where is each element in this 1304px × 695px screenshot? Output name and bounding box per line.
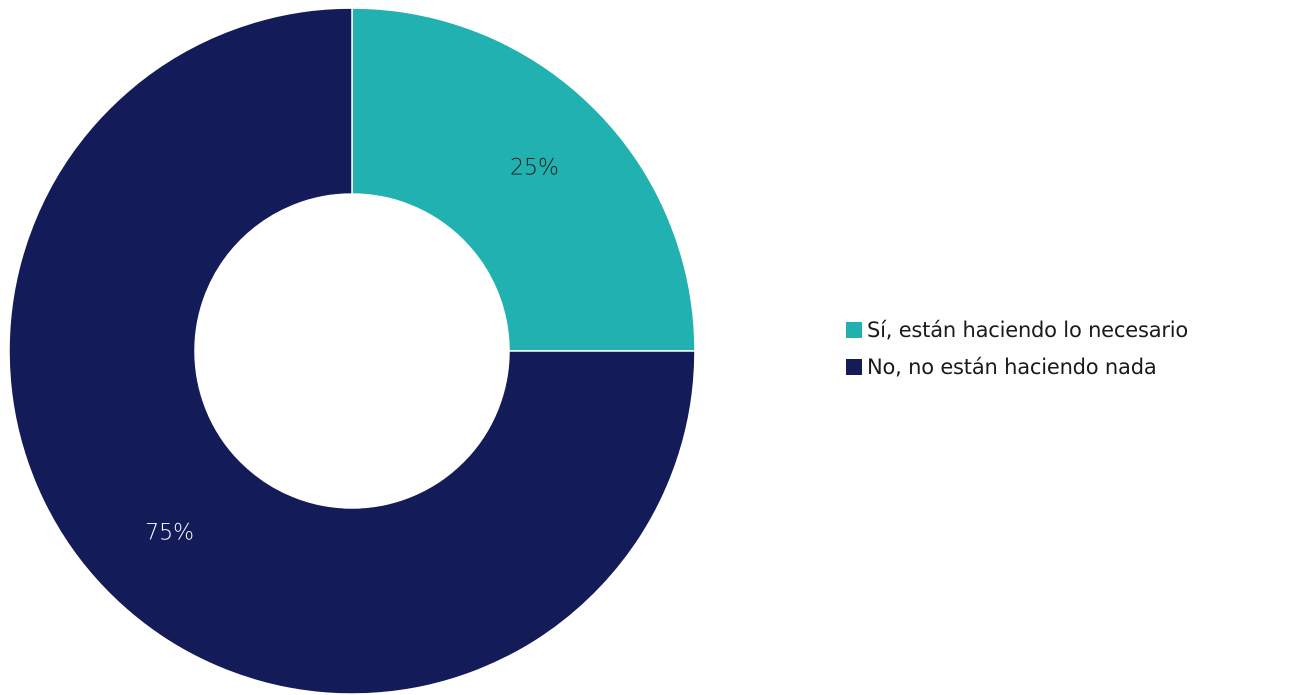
donut-slices xyxy=(8,7,696,695)
donut-data-labels: 25% 75% xyxy=(145,156,559,546)
legend-label-si: Sí, están haciendo lo necesario xyxy=(867,318,1189,342)
legend-item-si: Sí, están haciendo lo necesario xyxy=(846,316,1188,344)
donut-slice-no xyxy=(8,7,696,695)
legend-label-no: No, no están haciendo nada xyxy=(867,355,1157,379)
data-label-no: 75% xyxy=(145,520,194,545)
legend-item-no: No, no están haciendo nada xyxy=(846,353,1188,381)
chart-legend: Sí, están haciendo lo necesario No, no e… xyxy=(846,316,1188,390)
data-label-si: 25% xyxy=(510,156,559,181)
donut-slice-si xyxy=(351,7,696,352)
legend-swatch-no xyxy=(846,359,862,375)
legend-swatch-si xyxy=(846,322,862,338)
